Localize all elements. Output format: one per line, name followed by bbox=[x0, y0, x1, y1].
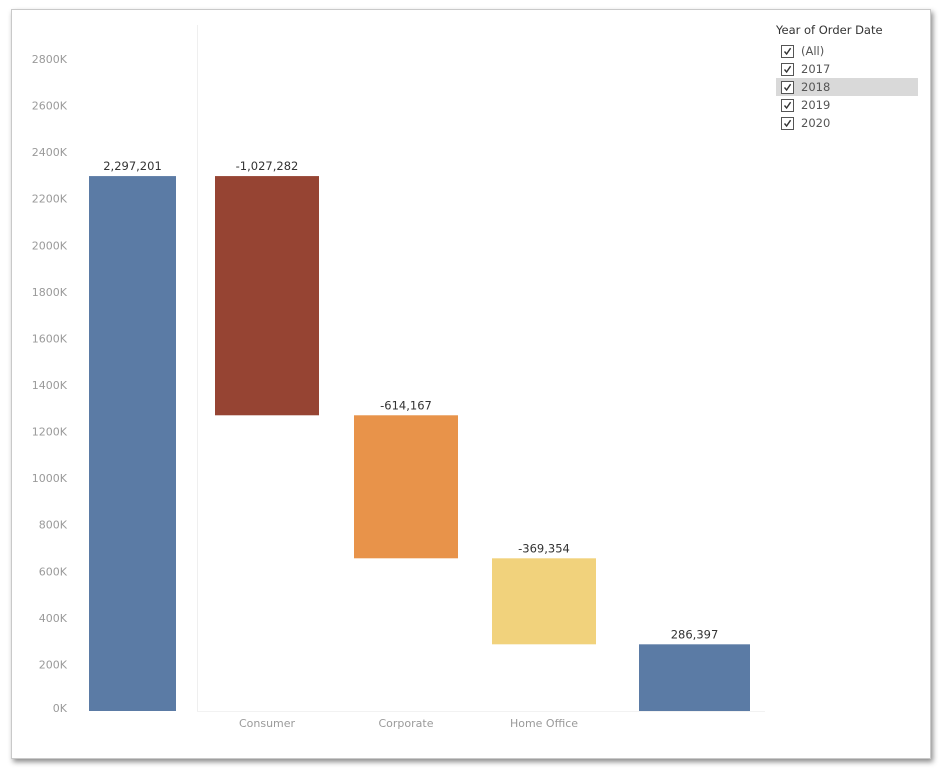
legend-item-label: 2020 bbox=[801, 116, 831, 130]
checkbox-icon[interactable] bbox=[781, 80, 794, 94]
legend-item-label: (All) bbox=[801, 44, 825, 58]
bar-value-label: 2,297,201 bbox=[103, 159, 162, 173]
waterfall-bar[interactable] bbox=[89, 176, 176, 712]
y-tick-label: 0K bbox=[53, 702, 68, 715]
x-category-label: Consumer bbox=[239, 717, 296, 730]
x-category-label: Corporate bbox=[379, 717, 434, 730]
legend-item-label: 2019 bbox=[801, 98, 831, 112]
y-tick-label: 1600K bbox=[32, 332, 68, 345]
y-tick-label: 1800K bbox=[32, 286, 68, 299]
bars-layer bbox=[89, 176, 750, 712]
y-tick-label: 1400K bbox=[32, 379, 68, 392]
y-tick-label: 2800K bbox=[32, 53, 68, 66]
check-mark-icon bbox=[783, 47, 792, 55]
check-mark-icon bbox=[783, 101, 792, 109]
bar-value-label: -369,354 bbox=[518, 541, 570, 555]
legend-item-all[interactable]: (All) bbox=[776, 42, 918, 60]
legend-item-2020[interactable]: 2020 bbox=[776, 114, 918, 132]
y-tick-label: 2200K bbox=[32, 193, 68, 206]
x-category-label: Home Office bbox=[510, 717, 578, 730]
year-filter-legend: Year of Order Date (All) 2017 2018 2019 bbox=[776, 23, 918, 132]
bar-value-label: -1,027,282 bbox=[236, 159, 299, 173]
legend-item-label: 2017 bbox=[801, 62, 831, 76]
check-mark-icon bbox=[783, 83, 792, 91]
checkbox-icon[interactable] bbox=[781, 62, 794, 76]
waterfall-bar[interactable] bbox=[354, 415, 458, 559]
waterfall-bar[interactable] bbox=[492, 558, 596, 645]
checkbox-icon[interactable] bbox=[781, 116, 794, 130]
legend-item-label: 2018 bbox=[801, 80, 831, 94]
y-tick-label: 200K bbox=[39, 658, 68, 671]
y-tick-label: 2600K bbox=[32, 100, 68, 113]
y-tick-label: 1200K bbox=[32, 426, 68, 439]
y-tick-label: 2000K bbox=[32, 239, 68, 252]
y-tick-label: 600K bbox=[39, 565, 68, 578]
legend-item-2017[interactable]: 2017 bbox=[776, 60, 918, 78]
checkbox-icon[interactable] bbox=[781, 44, 794, 58]
legend-item-2018[interactable]: 2018 bbox=[776, 78, 918, 96]
legend-items: (All) 2017 2018 2019 2020 bbox=[776, 42, 918, 132]
legend-title: Year of Order Date bbox=[776, 23, 883, 37]
checkbox-icon[interactable] bbox=[781, 98, 794, 112]
waterfall-bar[interactable] bbox=[215, 176, 319, 416]
y-tick-label: 800K bbox=[39, 519, 68, 532]
waterfall-bar[interactable] bbox=[639, 644, 750, 711]
legend-item-2019[interactable]: 2019 bbox=[776, 96, 918, 114]
bar-value-label: -614,167 bbox=[380, 398, 432, 412]
y-tick-label: 1000K bbox=[32, 472, 68, 485]
data-labels-layer: 2,297,201 -1,027,282 -614,167 -369,354 286,3… bbox=[103, 159, 718, 641]
y-tick-label: 400K bbox=[39, 612, 68, 625]
check-mark-icon bbox=[783, 65, 792, 73]
y-tick-label: 2400K bbox=[32, 146, 68, 159]
y-axis: 0K 200K 400K 600K 800K 1000K 1200K 1400K 1600K 18… bbox=[32, 53, 68, 715]
check-mark-icon bbox=[783, 119, 792, 127]
bar-value-label: 286,397 bbox=[671, 627, 719, 641]
x-axis: Consumer Corporate Home Office bbox=[239, 717, 578, 730]
